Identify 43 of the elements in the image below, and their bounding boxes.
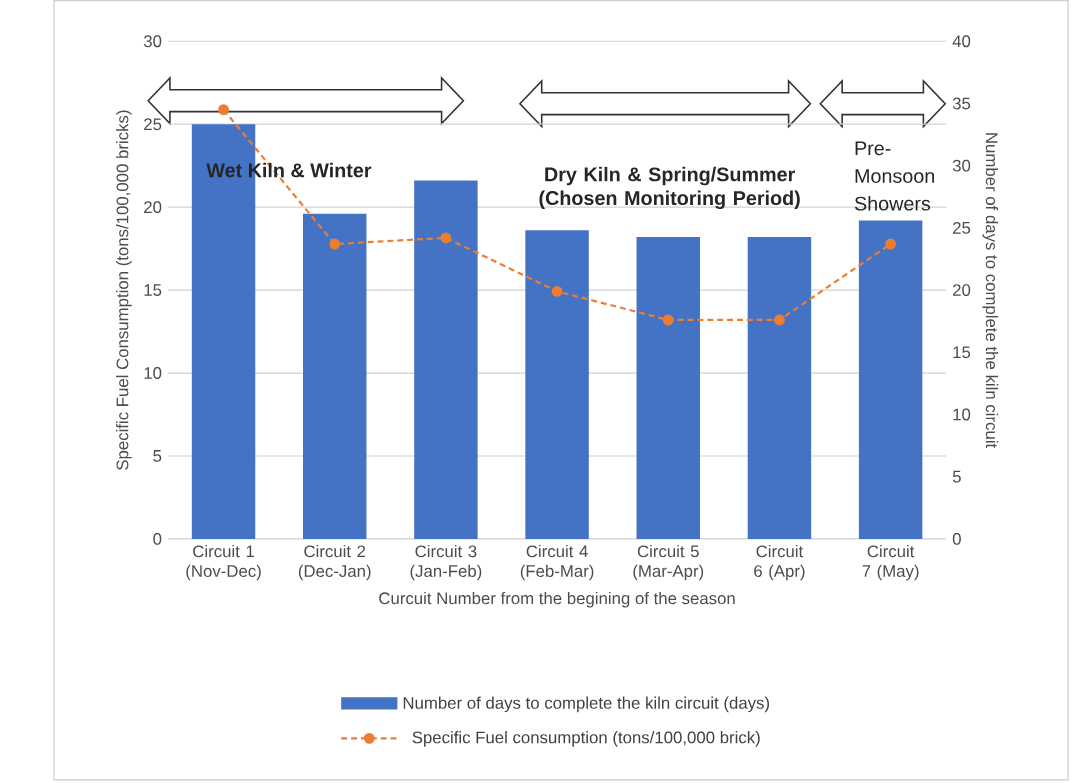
y2-tick-label: 5 bbox=[952, 470, 961, 483]
point bbox=[440, 232, 452, 244]
bar bbox=[414, 180, 478, 540]
annotation: Pre-Monsoon Showers bbox=[854, 141, 934, 211]
y2-tick-label: 20 bbox=[953, 284, 971, 297]
y-tick-label: 15 bbox=[144, 284, 162, 297]
y2-tick-label: 0 bbox=[952, 533, 961, 545]
point bbox=[662, 314, 674, 326]
point bbox=[218, 104, 229, 116]
point bbox=[329, 238, 341, 250]
y-axis-title: Specific Fuel Consumption (tons/100,000 bricks) bbox=[116, 110, 132, 470]
y2-tick-label: 15 bbox=[953, 346, 971, 359]
y2-tick-label: 30 bbox=[952, 159, 971, 172]
legend-label: Number of days to complete the kiln circuit (days) bbox=[403, 696, 770, 713]
x-tick-label: Circuit 5 (Mar-Apr) bbox=[633, 545, 704, 581]
bar bbox=[525, 230, 589, 540]
point bbox=[774, 314, 785, 326]
y-tick-label: 25 bbox=[144, 118, 162, 131]
x-tick-label: Circuit 1 (Nov-Dec) bbox=[186, 545, 261, 581]
x-tick-label: Circuit 7 (May) bbox=[862, 545, 919, 581]
y-tick-label: 5 bbox=[153, 450, 162, 462]
bar bbox=[303, 213, 367, 540]
bar bbox=[858, 220, 923, 540]
annotation: Dry Kiln & Spring/Summer (Chosen Monitoring Period) bbox=[539, 166, 800, 210]
y-tick-label: 0 bbox=[153, 533, 162, 545]
x-tick-label: Circuit 3 (Jan-Feb) bbox=[410, 545, 482, 581]
y2-tick-label: 25 bbox=[953, 222, 971, 234]
bar bbox=[636, 237, 700, 540]
y2-axis-title: Number of days to complete the kiln circuit bbox=[982, 133, 999, 449]
y2-tick-label: 35 bbox=[952, 97, 971, 110]
point bbox=[551, 285, 563, 297]
bar bbox=[747, 237, 812, 540]
y-tick-label: 10 bbox=[144, 367, 162, 380]
y2-tick-label: 10 bbox=[953, 408, 971, 421]
x-tick-label: Circuit 2 (Dec-Jan) bbox=[298, 545, 371, 581]
legend-label: Specific Fuel consumption (tons/100,000 brick) bbox=[412, 731, 760, 747]
y2-tick-label: 40 bbox=[952, 35, 971, 48]
y-tick-label: 30 bbox=[143, 35, 162, 48]
x-tick-label: Circuit 4 (Feb-Mar) bbox=[520, 545, 594, 581]
point bbox=[885, 238, 897, 250]
x-axis-title: Curcuit Number from the begining of the season bbox=[379, 592, 735, 608]
x-tick-label: Circuit 6 (Apr) bbox=[754, 545, 805, 581]
y-tick-label: 20 bbox=[144, 201, 162, 214]
